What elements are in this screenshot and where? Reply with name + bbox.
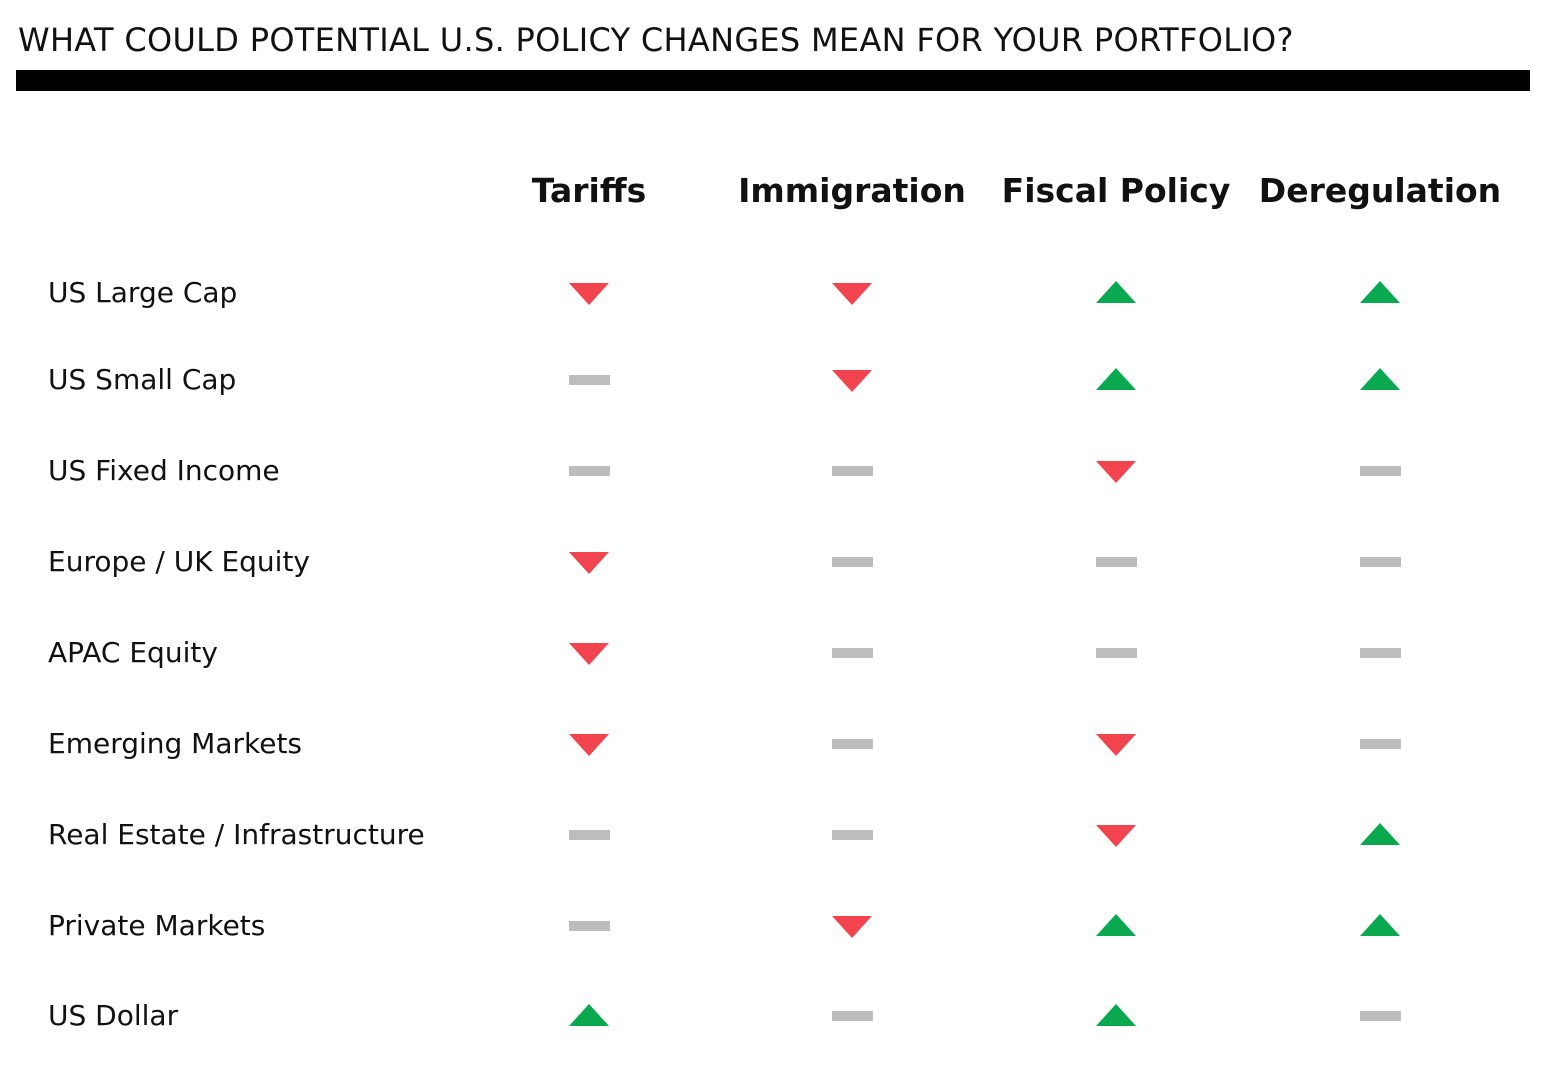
- down-arrow-icon: [559, 542, 619, 582]
- down-arrow-icon: [822, 906, 882, 946]
- neutral-dash-icon: [822, 724, 882, 764]
- neutral-dash-icon: [822, 633, 882, 673]
- neutral-dash-icon: [822, 451, 882, 491]
- row-label: Europe / UK Equity: [48, 545, 310, 578]
- down-arrow-icon: [822, 360, 882, 400]
- row-label: Emerging Markets: [48, 727, 303, 760]
- row-label: US Large Cap: [48, 276, 238, 309]
- row-label: US Dollar: [48, 999, 179, 1032]
- down-arrow-icon: [1086, 451, 1146, 491]
- down-arrow-icon: [559, 724, 619, 764]
- up-arrow-icon: [1086, 996, 1146, 1036]
- title-rule: [16, 70, 1530, 91]
- neutral-dash-icon: [1086, 633, 1146, 673]
- up-arrow-icon: [1350, 815, 1410, 855]
- up-arrow-icon: [1086, 360, 1146, 400]
- column-header-immigration: Immigration: [738, 171, 966, 210]
- row-label: Private Markets: [48, 909, 266, 942]
- neutral-dash-icon: [1350, 724, 1410, 764]
- up-arrow-icon: [1350, 273, 1410, 313]
- up-arrow-icon: [559, 996, 619, 1036]
- up-arrow-icon: [1086, 906, 1146, 946]
- down-arrow-icon: [559, 273, 619, 313]
- row-label: US Fixed Income: [48, 454, 280, 487]
- neutral-dash-icon: [1350, 451, 1410, 491]
- row-label: APAC Equity: [48, 636, 218, 669]
- neutral-dash-icon: [559, 815, 619, 855]
- down-arrow-icon: [1086, 724, 1146, 764]
- neutral-dash-icon: [822, 815, 882, 855]
- page-title: WHAT COULD POTENTIAL U.S. POLICY CHANGES…: [18, 21, 1294, 59]
- neutral-dash-icon: [1350, 542, 1410, 582]
- down-arrow-icon: [559, 633, 619, 673]
- neutral-dash-icon: [1350, 996, 1410, 1036]
- neutral-dash-icon: [822, 542, 882, 582]
- up-arrow-icon: [1350, 906, 1410, 946]
- neutral-dash-icon: [559, 906, 619, 946]
- neutral-dash-icon: [559, 451, 619, 491]
- down-arrow-icon: [822, 273, 882, 313]
- up-arrow-icon: [1350, 360, 1410, 400]
- neutral-dash-icon: [822, 996, 882, 1036]
- row-label: Real Estate / Infrastructure: [48, 818, 425, 851]
- column-header-fiscal-policy: Fiscal Policy: [1001, 171, 1231, 210]
- row-label: US Small Cap: [48, 363, 237, 396]
- column-header-deregulation: Deregulation: [1258, 171, 1502, 210]
- neutral-dash-icon: [1086, 542, 1146, 582]
- neutral-dash-icon: [559, 360, 619, 400]
- down-arrow-icon: [1086, 815, 1146, 855]
- neutral-dash-icon: [1350, 633, 1410, 673]
- column-header-tariffs: Tariffs: [531, 171, 647, 210]
- up-arrow-icon: [1086, 273, 1146, 313]
